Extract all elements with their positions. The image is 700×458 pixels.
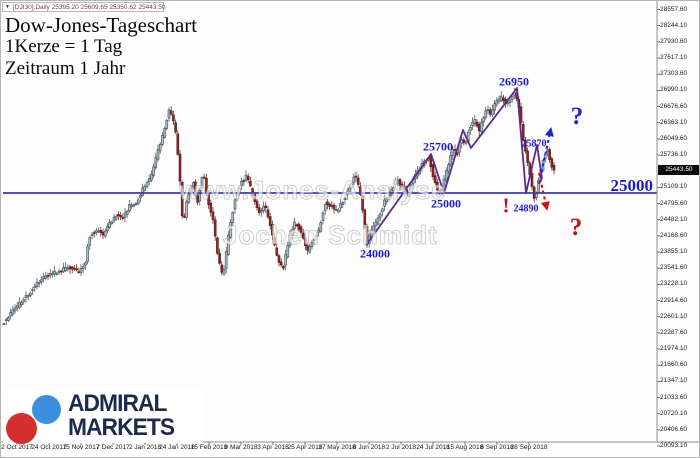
- price-axis-label: 26676.60: [660, 102, 688, 110]
- time-axis-label: 3 Apr 2018: [257, 444, 289, 451]
- symbol-title-bar[interactable]: ▼ [DJI30],Daily 25395.20 25609.65 25350.…: [2, 2, 166, 12]
- dropdown-triangle-icon[interactable]: ▼: [5, 3, 10, 10]
- price-axis-label: 26363.10: [660, 118, 688, 126]
- time-axis-label: 15 Aug 2018: [446, 444, 484, 451]
- price-axis-label: 23228.10: [660, 280, 688, 288]
- level-25000-label: 25000: [610, 176, 654, 195]
- price-axis-label: 21660.60: [660, 361, 688, 369]
- price-axis-label: 26990.10: [660, 86, 688, 94]
- price-axis-label: 28557.60: [660, 5, 688, 13]
- annotation-price-label: 25700: [423, 139, 453, 154]
- time-axis-label: 15 Feb 2018: [190, 444, 228, 451]
- logo-word-markets: MARKETS: [68, 414, 175, 441]
- price-axis-label: 24168.60: [660, 231, 688, 239]
- price-axis-label: 23541.60: [660, 264, 688, 272]
- price-axis-label: 27930.60: [660, 37, 688, 45]
- annotation-price-label: 26950: [499, 74, 529, 89]
- chart-subtitle-period: Zeitraum 1 Jahr: [5, 58, 126, 79]
- price-axis-label: 27303.60: [660, 70, 688, 78]
- watermark-site: www.Jones-Analyse: [178, 175, 447, 206]
- price-axis-label: 21974.10: [660, 345, 688, 352]
- price-axis-label: 25109.10: [660, 183, 688, 191]
- price-axis-label: 25736.10: [660, 151, 688, 158]
- time-axis-label: 24 Jul 2018: [416, 444, 450, 451]
- price-axis-label: 21347.10: [660, 377, 688, 385]
- price-axis-label: 20720.10: [660, 409, 688, 417]
- time-axis-label: 7 Dec 2017: [96, 444, 130, 451]
- price-axis-label: 21033.60: [660, 393, 688, 401]
- annotation-mark: !: [502, 193, 510, 218]
- current-price-badge: 25443.50: [658, 165, 699, 176]
- chart-subtitle-candle: 1Kerze = 1 Tag: [5, 36, 123, 57]
- annotation-price-label: 25000: [431, 196, 461, 211]
- time-axis-label: 25 Apr 2018: [287, 444, 323, 451]
- watermark-author: Jochen Schmidt: [223, 220, 438, 251]
- logo-word-admiral: ADMIRAL: [68, 390, 167, 417]
- price-axis-label: 22601.10: [660, 312, 688, 320]
- annotation-price-label: 25870: [521, 138, 547, 150]
- time-axis-label: 24 Oct 2017: [31, 444, 67, 451]
- annotation-price-label: 24890: [513, 203, 539, 215]
- logo-red-circle: [6, 413, 37, 444]
- time-axis-label: 8 Jun 2018: [352, 444, 386, 451]
- price-axis-label: 23855.10: [660, 248, 688, 255]
- price-axis-label: 22914.60: [660, 296, 688, 304]
- price-axis-label: 27617.10: [660, 54, 688, 62]
- symbol-ohlc-text: [DJI30],Daily 25395.20 25609.65 25350.62…: [12, 3, 166, 11]
- price-axis-label: 20093.10: [660, 442, 688, 449]
- annotation-mark: ?: [569, 214, 583, 241]
- time-axis-label: 17 May 2018: [318, 444, 356, 451]
- time-axis-label: 2 Oct 2017: [1, 444, 33, 451]
- price-axis-label: 24482.10: [660, 215, 688, 223]
- time-axis-label: 2 Jan 2018: [128, 444, 162, 451]
- logo-wordmark: ADMIRAL MARKETS: [68, 390, 175, 441]
- time-axis-label: 28 Sep 2018: [510, 444, 548, 451]
- annotation-mark: ?: [570, 103, 584, 130]
- time-axis-label: 24 Jan 2018: [159, 444, 195, 451]
- chart-title: Dow-Jones-Tageschart: [5, 13, 198, 37]
- price-axis-label: 20406.60: [660, 425, 688, 433]
- price-axis-label: 26049.60: [660, 134, 688, 142]
- logo-blue-circle: [32, 395, 61, 424]
- price-axis-label: 24795.60: [660, 199, 688, 207]
- time-axis-label: 15 Nov 2017: [62, 444, 100, 451]
- admiral-markets-logo: ADMIRAL MARKETS: [3, 390, 203, 444]
- price-axis-label: 28244.10: [660, 21, 688, 29]
- annotation-price-label: 24000: [360, 246, 390, 261]
- time-axis-label: 9 Mar 2018: [224, 444, 258, 451]
- time-axis-label: 2 Jul 2018: [386, 444, 416, 451]
- time-axis-label: 6 Sep 2018: [480, 444, 514, 451]
- price-axis-label: 22287.60: [660, 328, 688, 336]
